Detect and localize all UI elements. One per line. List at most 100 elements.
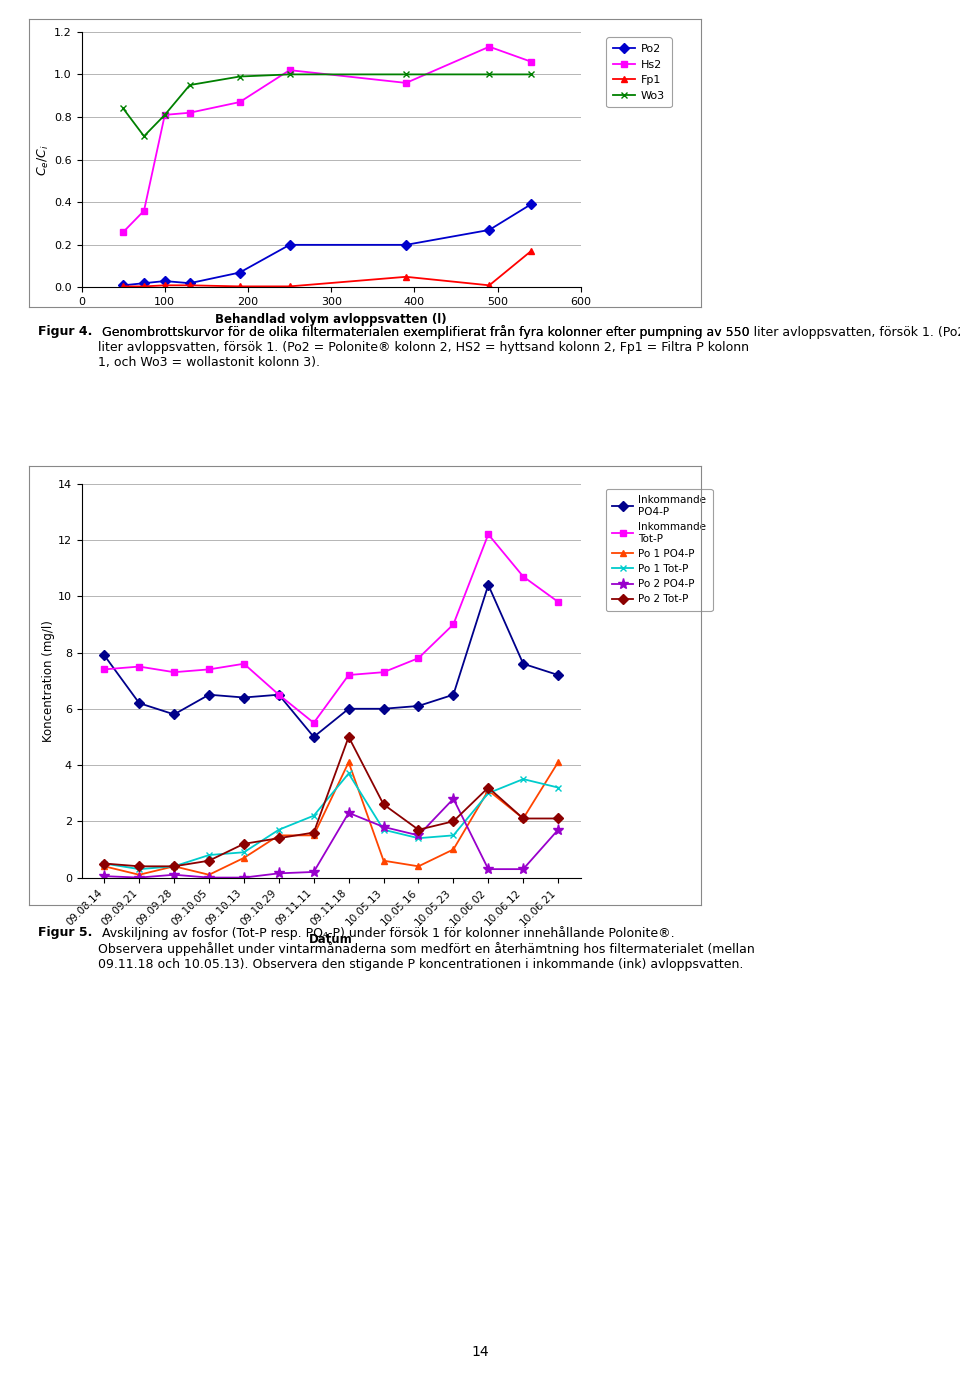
Text: Genombrottskurvor för de olika filtermaterialen exemplifierat från fyra kolonner: Genombrottskurvor för de olika filtermat… — [98, 325, 750, 369]
Hs2 — [525, 54, 537, 70]
Po2 — [484, 221, 495, 238]
Inkommande
Tot-P — [552, 594, 564, 611]
Po 1 Tot-P — [483, 785, 494, 802]
Po 1 PO4-P — [204, 867, 215, 883]
Po2 — [284, 236, 296, 253]
Po 2 Tot-P — [238, 836, 250, 853]
Hs2 — [284, 62, 296, 79]
Po 2 Tot-P — [343, 728, 354, 745]
Inkommande
PO4-P — [552, 666, 564, 683]
Po 2 Tot-P — [133, 858, 145, 875]
Po 2 PO4-P — [168, 867, 180, 883]
Line: Po2: Po2 — [120, 200, 535, 289]
Po 2 Tot-P — [273, 829, 284, 846]
Po 1 PO4-P — [133, 867, 145, 883]
Po 1 Tot-P — [378, 821, 390, 837]
X-axis label: Behandlad volym avloppsvatten (l): Behandlad volym avloppsvatten (l) — [215, 312, 447, 326]
Hs2 — [117, 224, 129, 240]
Po 2 Tot-P — [99, 855, 110, 872]
Po 2 PO4-P — [273, 865, 284, 882]
Po 2 PO4-P — [308, 864, 320, 880]
Line: Wo3: Wo3 — [120, 70, 535, 140]
Inkommande
Tot-P — [483, 527, 494, 543]
Po 2 PO4-P — [552, 821, 564, 837]
Line: Po 2 Tot-P: Po 2 Tot-P — [101, 734, 562, 869]
Wo3 — [284, 66, 296, 83]
Hs2 — [484, 39, 495, 55]
Wo3 — [400, 66, 412, 83]
Inkommande
Tot-P — [308, 714, 320, 731]
Po 2 PO4-P — [133, 869, 145, 886]
Po 1 PO4-P — [168, 858, 180, 875]
Po 2 PO4-P — [517, 861, 529, 878]
Inkommande
Tot-P — [413, 650, 424, 666]
Po 2 Tot-P — [552, 810, 564, 826]
Inkommande
PO4-P — [99, 647, 110, 663]
Fp1 — [284, 278, 296, 294]
Po2 — [138, 275, 150, 292]
Po 2 Tot-P — [378, 796, 390, 813]
Fp1 — [484, 276, 495, 293]
Po 1 Tot-P — [273, 821, 284, 837]
Fp1 — [138, 278, 150, 294]
Hs2 — [400, 75, 412, 91]
Po 1 PO4-P — [308, 826, 320, 843]
Po 1 PO4-P — [378, 853, 390, 869]
Legend: Po2, Hs2, Fp1, Wo3: Po2, Hs2, Fp1, Wo3 — [607, 37, 672, 108]
Inkommande
PO4-P — [483, 576, 494, 593]
Po 2 Tot-P — [168, 858, 180, 875]
Po 2 PO4-P — [238, 869, 250, 886]
Text: Figur 4.: Figur 4. — [38, 325, 93, 337]
Po 2 PO4-P — [378, 818, 390, 835]
Inkommande
Tot-P — [133, 658, 145, 674]
Line: Po 2 PO4-P: Po 2 PO4-P — [99, 793, 564, 883]
Fp1 — [117, 278, 129, 294]
Inkommande
PO4-P — [343, 701, 354, 717]
Inkommande
Tot-P — [273, 687, 284, 703]
Po 1 Tot-P — [552, 779, 564, 796]
Fp1 — [525, 243, 537, 260]
Inkommande
PO4-P — [273, 687, 284, 703]
Inkommande
Tot-P — [517, 568, 529, 585]
Po 1 Tot-P — [308, 807, 320, 824]
Wo3 — [525, 66, 537, 83]
Inkommande
PO4-P — [447, 687, 459, 703]
Po 2 PO4-P — [204, 869, 215, 886]
Inkommande
Tot-P — [168, 663, 180, 680]
X-axis label: Datum: Datum — [309, 933, 353, 945]
Fp1 — [184, 276, 196, 293]
Fp1 — [400, 268, 412, 285]
Fp1 — [234, 278, 246, 294]
Inkommande
PO4-P — [133, 695, 145, 712]
Po 1 Tot-P — [447, 826, 459, 843]
Text: Figur 5.: Figur 5. — [38, 926, 93, 938]
Wo3 — [117, 101, 129, 117]
Po 2 Tot-P — [413, 821, 424, 837]
Wo3 — [484, 66, 495, 83]
Po 2 PO4-P — [447, 791, 459, 807]
Legend: Inkommande
PO4-P, Inkommande
Tot-P, Po 1 PO4-P, Po 1 Tot-P, Po 2 PO4-P, Po 2 Tot: Inkommande PO4-P, Inkommande Tot-P, Po 1… — [606, 489, 712, 611]
Po 1 Tot-P — [168, 858, 180, 875]
Po 1 PO4-P — [238, 850, 250, 867]
Po 2 PO4-P — [343, 804, 354, 821]
Wo3 — [138, 129, 150, 145]
Po 2 Tot-P — [447, 813, 459, 829]
Inkommande
PO4-P — [238, 690, 250, 706]
Po 1 Tot-P — [133, 861, 145, 878]
Po 1 PO4-P — [413, 858, 424, 875]
Line: Hs2: Hs2 — [120, 43, 535, 235]
Text: Genombrottskurvor för de olika filtermaterialen exemplifierat från fyra kolonner: Genombrottskurvor för de olika filtermat… — [98, 325, 960, 339]
Po 1 PO4-P — [483, 782, 494, 799]
Line: Inkommande
Tot-P: Inkommande Tot-P — [101, 531, 562, 727]
Line: Inkommande
PO4-P: Inkommande PO4-P — [101, 582, 562, 741]
Inkommande
Tot-P — [378, 663, 390, 680]
Po2 — [400, 236, 412, 253]
Po 2 Tot-P — [483, 779, 494, 796]
Y-axis label: $C_e/C_i$: $C_e/C_i$ — [36, 144, 51, 176]
Inkommande
Tot-P — [343, 666, 354, 683]
Po 1 Tot-P — [413, 829, 424, 846]
Inkommande
Tot-P — [99, 661, 110, 677]
Inkommande
Tot-P — [447, 616, 459, 633]
Inkommande
Tot-P — [238, 655, 250, 672]
Inkommande
PO4-P — [204, 687, 215, 703]
